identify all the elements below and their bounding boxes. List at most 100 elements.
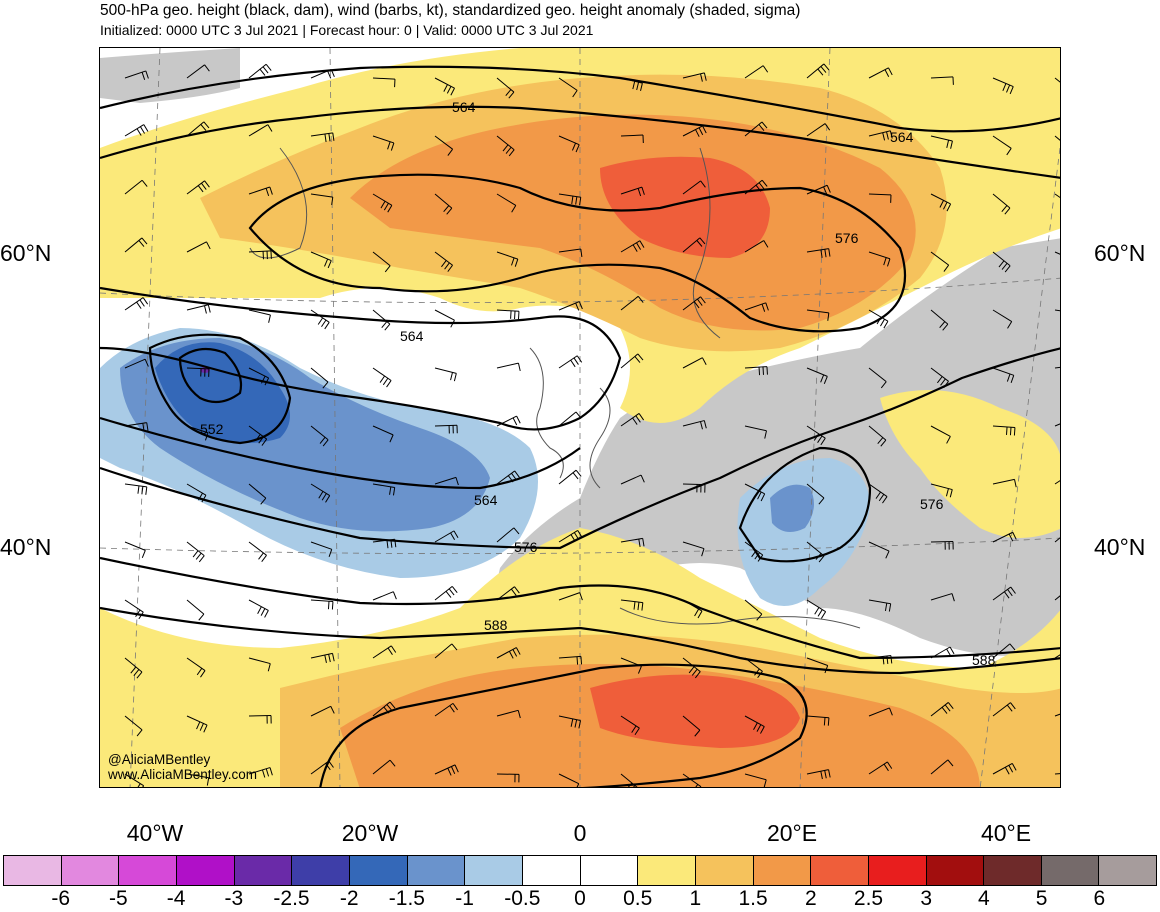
wind-barb-flag xyxy=(813,433,820,441)
wind-barb-flag xyxy=(632,244,638,252)
wind-barb-flag xyxy=(262,66,269,74)
wind-barb-shaft xyxy=(248,599,269,611)
wind-barb-flag xyxy=(950,140,953,149)
wind-barb-flag xyxy=(511,473,517,481)
wind-barb-flag xyxy=(641,186,645,195)
contour-label: 564 xyxy=(474,492,498,508)
wind-barb-flag xyxy=(575,302,580,311)
wind-barb-flag xyxy=(507,475,514,483)
wind-barb-shaft xyxy=(248,425,267,440)
wind-barb-flag xyxy=(575,469,582,477)
wind-barb-flag xyxy=(508,149,515,157)
lat-label-40n-left: 40°N xyxy=(0,534,52,560)
wind-barb-shaft xyxy=(434,77,455,89)
wind-barb-flag xyxy=(946,648,952,657)
wind-barb-flag xyxy=(390,142,395,151)
wind-barb-flag xyxy=(575,144,580,153)
wind-barb-shaft xyxy=(744,65,764,79)
wind-barb-flag xyxy=(571,195,574,205)
wind-barb-flag xyxy=(688,666,695,674)
wind-barb-flag xyxy=(515,647,521,655)
wind-barb-flag xyxy=(751,550,757,558)
wind-barb-flag xyxy=(139,299,145,307)
colorbar-tick-label: -6 xyxy=(51,887,71,910)
wind-barb-flag xyxy=(325,495,331,503)
colorbar-tick-label: 5 xyxy=(1035,887,1048,910)
wind-barb-flag xyxy=(203,724,208,733)
wind-barb-shaft xyxy=(620,134,644,137)
colorbar-tick-label: 4 xyxy=(978,887,990,910)
wind-barb-flag xyxy=(637,666,642,674)
wind-barb-flag xyxy=(636,242,642,250)
wind-barb-flag xyxy=(1002,83,1007,92)
wind-barb-shaft xyxy=(186,773,209,779)
colorbar-segment xyxy=(811,856,869,885)
wind-barb-shaft xyxy=(372,759,391,775)
wind-barb-flag xyxy=(886,131,889,140)
wind-barb-flag xyxy=(694,608,700,617)
wind-barb-flag xyxy=(387,205,393,213)
wind-barb-flag xyxy=(818,497,825,505)
wind-barb-flag xyxy=(886,761,893,769)
wind-barb-flag xyxy=(383,203,389,211)
wind-barb-shaft xyxy=(310,705,331,717)
wind-barb-flag xyxy=(1006,148,1012,156)
wind-barb-flag xyxy=(632,417,638,425)
wind-barb-shaft xyxy=(806,123,826,137)
wind-barb-shaft xyxy=(186,599,205,615)
wind-barb-flag xyxy=(943,264,950,272)
wind-barb-shaft xyxy=(248,63,267,79)
wind-barb-flag xyxy=(1009,643,1016,651)
map-subtitle: Initialized: 0000 UTC 3 Jul 2021 | Forec… xyxy=(100,22,594,38)
graticule xyxy=(100,48,1060,787)
wind-barb-flag xyxy=(447,148,454,156)
wind-barb-shaft xyxy=(1054,654,1060,659)
wind-barb-flag xyxy=(450,766,456,774)
wind-barb-flag xyxy=(576,355,583,363)
wind-barb-flag xyxy=(451,586,458,593)
wind-barb-flag xyxy=(579,592,583,601)
wind-barb-shaft xyxy=(930,367,949,382)
wind-barb-shaft xyxy=(682,72,705,79)
wind-barb-flag xyxy=(941,707,948,714)
wind-barb-flag xyxy=(387,141,391,150)
wind-barb-flag xyxy=(143,124,149,132)
wind-barb-flag xyxy=(828,248,831,257)
wind-barb-flag xyxy=(386,540,389,549)
wind-barb-flag xyxy=(1006,704,1013,712)
wind-barb-flag xyxy=(450,372,453,381)
wind-barb-flag xyxy=(886,655,889,664)
wind-barb-flag xyxy=(141,550,146,558)
wind-barb-flag xyxy=(888,707,893,716)
wind-barb-flag xyxy=(1010,586,1016,594)
wind-barb-flag xyxy=(632,81,636,90)
wind-barb-shaft xyxy=(186,241,207,253)
colorbar-tick-label: 0 xyxy=(574,887,586,910)
wind-barb-shaft xyxy=(372,538,395,543)
wind-barb-shaft xyxy=(372,591,394,601)
wind-barb-shaft xyxy=(806,599,826,613)
wind-barb-flag xyxy=(1001,205,1008,212)
wind-barb-flag xyxy=(261,375,266,384)
wind-barb-flag xyxy=(820,374,825,383)
wind-barb-flag xyxy=(757,671,763,679)
wind-barb-flag xyxy=(814,607,820,615)
wind-barb-flag xyxy=(267,124,273,132)
contour-label: 576 xyxy=(835,230,859,246)
wind-barb-flag xyxy=(1014,479,1017,488)
wind-barb-flag xyxy=(136,128,142,136)
wind-barb-flag xyxy=(443,84,448,92)
wind-barb-shaft xyxy=(1054,193,1060,199)
wind-barb-flag xyxy=(878,494,885,502)
wind-barb-shaft xyxy=(248,367,269,379)
wind-barb-shaft xyxy=(434,476,457,485)
wind-barb-shaft xyxy=(434,643,453,659)
wind-barb-flag xyxy=(204,180,210,188)
wind-barb-flag xyxy=(198,492,203,501)
wind-barb-flag xyxy=(321,493,327,501)
wind-barb-shaft xyxy=(992,425,1015,428)
lon-label-20e: 20°E xyxy=(766,820,818,846)
wind-barb-shaft xyxy=(310,193,333,198)
wind-barb-flag xyxy=(516,415,521,424)
wind-barb-flag xyxy=(951,593,955,602)
